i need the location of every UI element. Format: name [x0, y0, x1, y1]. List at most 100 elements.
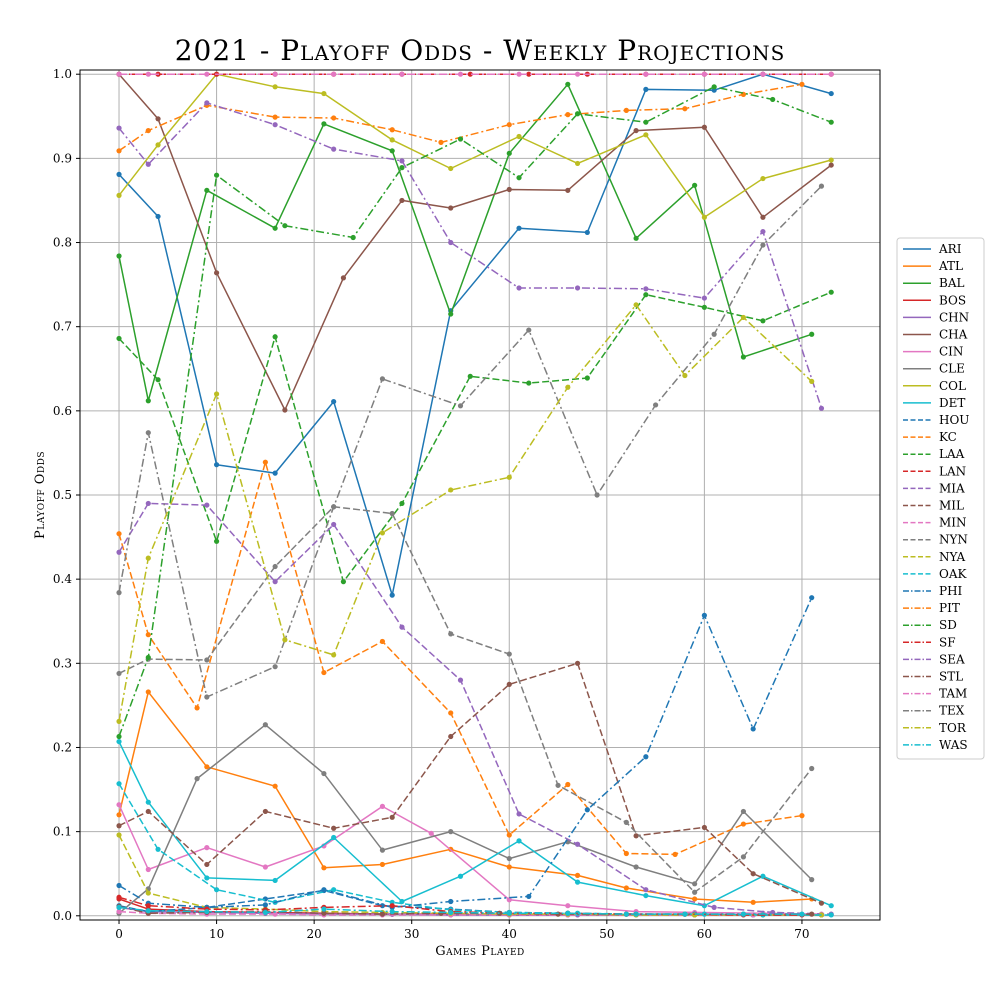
series-bal — [116, 81, 815, 404]
data-point — [760, 873, 766, 879]
data-point — [506, 910, 512, 916]
y-axis-label: Playoff Odds — [33, 451, 48, 539]
legend-label: MIA — [939, 481, 965, 495]
data-point — [389, 814, 395, 820]
data-point — [204, 875, 210, 881]
legend-label: PHI — [939, 584, 963, 598]
data-point — [350, 234, 356, 241]
data-point — [623, 107, 629, 113]
data-point — [145, 398, 151, 404]
data-point — [204, 908, 210, 915]
legend-label: COL — [939, 379, 966, 393]
data-point — [701, 71, 707, 77]
data-point — [194, 705, 200, 711]
data-point — [204, 100, 210, 106]
data-point — [262, 896, 268, 902]
series-mil — [116, 660, 825, 906]
x-tick-label: 10 — [209, 927, 224, 941]
series-sd — [116, 84, 834, 740]
data-point — [809, 911, 815, 917]
data-point — [379, 638, 386, 645]
data-point — [145, 689, 151, 695]
data-point — [204, 694, 210, 700]
data-point — [145, 500, 151, 507]
legend: ARI ATL BAL BOS CHN CHA CIN CLE COL DET HOU KC LAA LA… — [896, 237, 985, 760]
data-point — [116, 171, 122, 177]
data-point — [116, 148, 122, 154]
y-tick-label: 0.2 — [53, 740, 72, 754]
data-point — [204, 71, 210, 77]
y-axis-ticks: 0.0 0.1 0.2 0.3 0.4 0.5 0.6 0.7 0.8 0.9 1.0 — [53, 67, 80, 923]
data-point — [760, 318, 766, 324]
y-tick-label: 0.8 — [53, 236, 72, 250]
data-point — [116, 908, 122, 915]
chart-title: 2021 - Playoff Odds - Weekly Projections — [175, 34, 786, 67]
data-point — [116, 718, 122, 724]
data-point — [760, 228, 766, 235]
data-point — [574, 111, 581, 117]
data-point — [116, 738, 122, 745]
data-point — [584, 229, 590, 236]
data-point — [116, 670, 122, 677]
data-point — [282, 637, 288, 643]
legend-label: DET — [939, 396, 965, 410]
data-point — [701, 304, 707, 310]
data-point — [506, 832, 512, 838]
y-tick-label: 0.0 — [53, 909, 72, 923]
legend-label: STL — [939, 670, 963, 684]
data-point — [516, 811, 522, 817]
data-point — [155, 142, 161, 148]
data-point — [272, 470, 278, 476]
y-tick-label: 1.0 — [53, 67, 72, 81]
legend-label: LAN — [939, 464, 966, 478]
data-point — [331, 71, 337, 77]
data-point — [457, 873, 464, 879]
data-point — [448, 631, 454, 637]
data-point — [516, 71, 522, 77]
data-point — [574, 841, 581, 847]
data-point — [760, 214, 766, 220]
legend-label: MIN — [939, 516, 967, 530]
data-point — [155, 116, 161, 122]
data-point — [526, 71, 532, 77]
data-point — [828, 903, 834, 909]
data-point — [711, 84, 717, 90]
data-point — [643, 86, 649, 92]
data-point — [555, 911, 561, 917]
legend-label: SEA — [939, 652, 965, 666]
data-point — [828, 289, 834, 295]
data-point — [194, 776, 200, 782]
data-point — [809, 378, 815, 384]
data-point — [750, 726, 756, 732]
legend-label: CIN — [939, 345, 963, 359]
x-axis-ticks: 0 10 20 30 40 50 60 70 — [115, 920, 810, 941]
data-point — [701, 824, 707, 831]
data-point — [526, 893, 532, 900]
data-point — [711, 331, 717, 337]
data-point — [506, 681, 512, 687]
data-point — [643, 754, 649, 760]
data-point — [448, 165, 454, 172]
data-point — [516, 225, 522, 231]
data-point — [331, 887, 337, 893]
data-point — [389, 137, 395, 143]
y-tick-label: 0.7 — [53, 320, 72, 334]
data-point — [204, 861, 210, 868]
data-point — [565, 903, 571, 909]
data-point — [116, 531, 122, 537]
legend-label: BAL — [939, 276, 964, 290]
data-point — [799, 813, 805, 819]
data-point — [116, 894, 122, 900]
data-point — [379, 530, 386, 536]
data-point — [506, 864, 512, 870]
data-point — [750, 899, 756, 905]
data-point — [116, 882, 122, 889]
data-point — [809, 765, 815, 772]
data-point — [379, 911, 386, 917]
data-point — [565, 910, 571, 916]
data-point — [692, 182, 698, 188]
x-tick-label: 0 — [115, 927, 123, 941]
data-point — [643, 71, 649, 77]
data-point — [145, 71, 151, 77]
data-point — [379, 376, 386, 382]
